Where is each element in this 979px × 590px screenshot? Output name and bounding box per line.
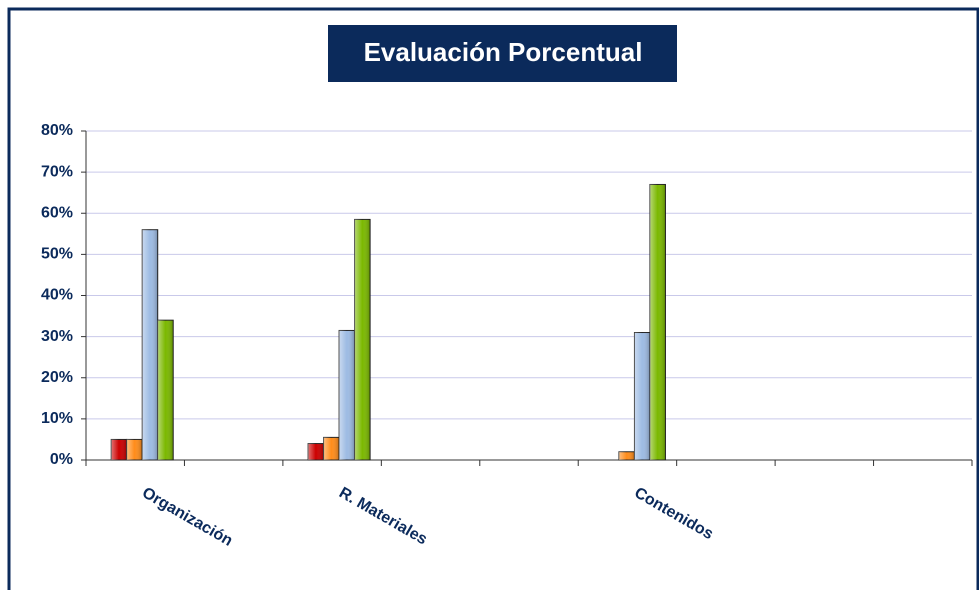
bar-shade bbox=[111, 439, 127, 460]
bar-shade bbox=[354, 219, 371, 460]
y-tick-label: 20% bbox=[41, 369, 73, 386]
y-tick-label: 10% bbox=[41, 410, 73, 427]
bar-shade bbox=[142, 229, 158, 460]
y-tick-label: 40% bbox=[41, 287, 73, 304]
frame bbox=[7, 7, 979, 590]
bar-shade bbox=[323, 437, 340, 460]
chart-title: Evaluación Porcentual bbox=[364, 37, 643, 67]
title-box bbox=[328, 25, 677, 82]
y-tick-label: 80% bbox=[41, 122, 73, 139]
y-tick-label: 50% bbox=[41, 246, 73, 263]
bar-shade bbox=[618, 451, 635, 460]
bar-shade bbox=[634, 332, 650, 460]
bar-shade bbox=[126, 439, 143, 460]
y-tick-label: 30% bbox=[41, 328, 73, 345]
bar-shade bbox=[157, 320, 174, 460]
bar-shade bbox=[339, 330, 355, 460]
bar-shade bbox=[649, 184, 666, 460]
y-tick-label: 0% bbox=[50, 451, 73, 468]
bar-shade bbox=[308, 443, 324, 460]
y-tick-label: 60% bbox=[41, 204, 73, 221]
y-tick-label: 70% bbox=[41, 163, 73, 180]
